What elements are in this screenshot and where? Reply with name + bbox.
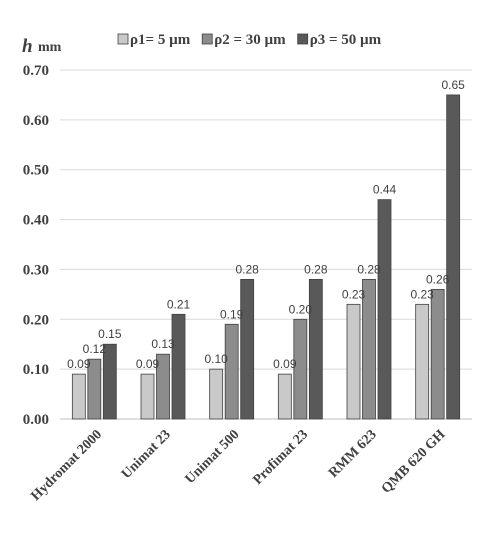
bar [224, 323, 239, 420]
y-tick-label: 0.40 [23, 213, 49, 229]
data-label: 0.28 [235, 262, 259, 276]
y-tick-label: 0.30 [23, 262, 49, 278]
bar [308, 278, 323, 420]
y-tick-label: 0.10 [23, 362, 49, 378]
bar [430, 288, 445, 420]
bar [346, 303, 361, 420]
bar [87, 358, 102, 420]
data-label: 0.12 [83, 342, 107, 356]
y-tick-label: 0.70 [23, 63, 49, 79]
data-labels: 0.090.120.150.090.130.210.100.190.280.09… [67, 78, 465, 371]
x-tick-label: Profimat 23 [250, 427, 311, 488]
y-tick-label: 0.50 [23, 163, 49, 179]
y-axis-title-unit: mm [38, 40, 62, 55]
bar [446, 94, 461, 420]
data-label: 0.09 [273, 357, 297, 371]
data-label: 0.28 [357, 262, 381, 276]
x-tick-label: Unimat 23 [119, 427, 174, 482]
data-label: 0.09 [67, 357, 91, 371]
bar [71, 373, 86, 420]
data-label: 0.28 [304, 262, 328, 276]
data-label: 0.10 [204, 352, 228, 366]
legend-item: ρ3 = 50 µm [297, 32, 382, 48]
data-label: 0.65 [441, 78, 465, 92]
legend-swatch [201, 33, 213, 45]
bar [362, 278, 376, 420]
data-label: 0.23 [342, 287, 366, 301]
legend: ρ1= 5 µm ρ2 = 30 µm ρ3 = 50 µm [117, 32, 382, 48]
legend-item: ρ1= 5 µm [117, 32, 191, 48]
bar [240, 278, 255, 420]
legend-item: ρ2 = 30 µm [201, 32, 286, 48]
bar [156, 353, 170, 420]
x-tick-label: Unimat 500 [183, 427, 243, 487]
y-tick-label: 0.20 [23, 312, 49, 328]
bar [377, 199, 392, 420]
legend-label: ρ3 = 50 µm [310, 32, 382, 48]
y-axis-title: h mm [22, 36, 62, 57]
data-label: 0.23 [410, 287, 434, 301]
bar [102, 343, 117, 420]
grid-lines [60, 69, 472, 420]
bar [277, 373, 292, 420]
y-tick-label: 0.00 [23, 412, 49, 428]
data-label: 0.09 [136, 357, 160, 371]
y-tick-label: 0.60 [23, 113, 49, 129]
legend-swatch [117, 33, 129, 45]
data-label: 0.44 [373, 183, 397, 197]
bar [171, 313, 186, 420]
bar [140, 373, 155, 420]
data-label: 0.26 [426, 272, 450, 286]
x-tick-label: QMB 620 GH [379, 427, 449, 497]
y-axis-title-symbol: h [22, 36, 33, 57]
bar [209, 368, 224, 420]
legend-swatch [297, 33, 309, 45]
y-axis-ticks: 0.00 0.10 0.20 0.30 0.40 0.50 0.60 0.70 [23, 63, 49, 428]
bar [293, 318, 308, 420]
x-axis-ticks: Hydromat 2000 Unimat 23 Unimat 500 Profimat… [28, 427, 448, 504]
legend-label: ρ1= 5 µm [130, 32, 191, 48]
bar [415, 303, 430, 420]
data-label: 0.21 [167, 297, 191, 311]
data-label: 0.20 [289, 302, 313, 316]
bars [71, 94, 461, 420]
data-label: 0.13 [151, 337, 175, 351]
data-label: 0.15 [98, 327, 122, 341]
x-tick-label: Hydromat 2000 [28, 427, 105, 504]
x-tick-label: RMM 623 [326, 427, 380, 481]
data-label: 0.19 [220, 307, 244, 321]
legend-label: ρ2 = 30 µm [214, 32, 286, 48]
